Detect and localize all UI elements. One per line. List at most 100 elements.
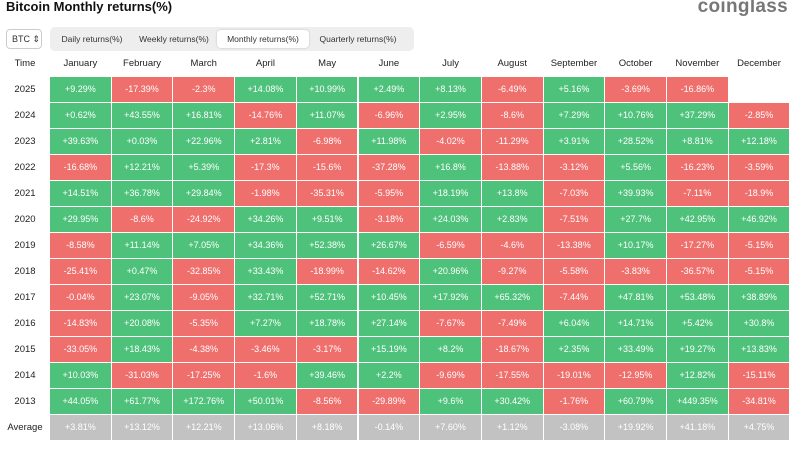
return-cell: +16.81% bbox=[173, 103, 235, 128]
return-cell: +14.51% bbox=[50, 181, 111, 206]
return-cell: -31.03% bbox=[111, 363, 173, 388]
return-cell: +24.03% bbox=[420, 207, 481, 232]
return-cell: +18.78% bbox=[296, 311, 358, 336]
return-cell: -12.95% bbox=[605, 363, 666, 388]
return-cell: +12.82% bbox=[667, 363, 728, 388]
return-cell: -16.23% bbox=[667, 155, 728, 180]
return-cell: +10.76% bbox=[605, 103, 666, 128]
return-cell: -4.02% bbox=[420, 129, 481, 154]
column-header: March bbox=[190, 58, 217, 69]
return-cell: -24.92% bbox=[173, 207, 235, 232]
return-cell: -0.14% bbox=[358, 415, 420, 440]
return-cell: -7.11% bbox=[667, 181, 728, 206]
return-cell: +12.21% bbox=[111, 155, 173, 180]
return-cell: +8.13% bbox=[420, 77, 481, 102]
return-cell: -35.31% bbox=[296, 181, 358, 206]
return-cell: -5.58% bbox=[543, 259, 605, 284]
return-cell: -14.76% bbox=[235, 103, 296, 128]
return-cell: +41.18% bbox=[667, 415, 728, 440]
return-cell: -33.05% bbox=[50, 337, 111, 362]
column-header: January bbox=[63, 58, 98, 69]
return-cell: +28.52% bbox=[605, 129, 666, 154]
asset-select[interactable]: BTC ⇕ bbox=[6, 29, 42, 49]
return-cell: +9.29% bbox=[50, 77, 111, 102]
return-cell: -1.76% bbox=[543, 389, 605, 414]
return-cell: +7.05% bbox=[173, 233, 235, 258]
return-cell: -29.89% bbox=[358, 389, 420, 414]
tab-bar: Daily returns(%) Weekly returns(%) Monthly… bbox=[50, 27, 414, 51]
column-header: Time bbox=[14, 58, 36, 69]
return-cell: +30.42% bbox=[481, 389, 543, 414]
return-cell: +47.81% bbox=[605, 285, 666, 310]
return-cell: +8.2% bbox=[420, 337, 481, 362]
return-cell: +39.93% bbox=[605, 181, 666, 206]
row-label: 2013 bbox=[14, 396, 36, 407]
return-cell: +449.35% bbox=[667, 389, 728, 414]
return-cell: +39.63% bbox=[50, 129, 111, 154]
return-cell: -17.39% bbox=[111, 77, 173, 102]
return-cell: +30.8% bbox=[728, 311, 790, 336]
row-label: 2019 bbox=[14, 240, 36, 251]
return-cell: +11.07% bbox=[296, 103, 358, 128]
column-header: December bbox=[737, 58, 781, 69]
return-cell: -5.95% bbox=[358, 181, 420, 206]
return-cell: -2.3% bbox=[173, 77, 235, 102]
return-cell: -7.67% bbox=[420, 311, 481, 336]
asset-label: BTC bbox=[12, 34, 30, 44]
return-cell: +27.7% bbox=[605, 207, 666, 232]
return-cell: +2.95% bbox=[420, 103, 481, 128]
return-cell: -4.38% bbox=[173, 337, 235, 362]
row-label: 2014 bbox=[14, 370, 36, 381]
return-cell: -8.56% bbox=[296, 389, 358, 414]
return-cell: -37.28% bbox=[358, 155, 420, 180]
tab[interactable]: Weekly returns(%) bbox=[139, 34, 209, 44]
return-cell: -6.98% bbox=[296, 129, 358, 154]
return-cell: -15.11% bbox=[728, 363, 790, 388]
return-cell: +12.18% bbox=[728, 129, 790, 154]
return-cell: +29.84% bbox=[173, 181, 235, 206]
return-cell: +61.77% bbox=[111, 389, 173, 414]
column-header: June bbox=[378, 58, 400, 69]
tab[interactable]: Daily returns(%) bbox=[61, 34, 123, 44]
row-label: 2023 bbox=[14, 136, 36, 147]
row-label: 2022 bbox=[14, 162, 36, 173]
return-cell: +2.35% bbox=[543, 337, 605, 362]
tab[interactable]: Monthly returns(%) bbox=[217, 30, 309, 48]
return-cell: +13.06% bbox=[235, 415, 296, 440]
row-label: 2024 bbox=[14, 110, 36, 121]
tab[interactable]: Quarterly returns(%) bbox=[319, 34, 397, 44]
return-cell: +19.27% bbox=[667, 337, 728, 362]
return-cell: -15.6% bbox=[296, 155, 358, 180]
return-cell: -3.17% bbox=[296, 337, 358, 362]
return-cell: +50.01% bbox=[235, 389, 296, 414]
column-header: November bbox=[675, 58, 720, 69]
return-cell: +3.81% bbox=[50, 415, 111, 440]
return-cell: +5.16% bbox=[543, 77, 605, 102]
return-cell: +5.56% bbox=[605, 155, 666, 180]
return-cell: +1.12% bbox=[481, 415, 543, 440]
return-cell: -8.58% bbox=[50, 233, 111, 258]
return-cell: +60.79% bbox=[605, 389, 666, 414]
return-cell: -3.12% bbox=[543, 155, 605, 180]
return-cell: +38.89% bbox=[728, 285, 790, 310]
return-cell: -8.6% bbox=[481, 103, 543, 128]
return-cell: +42.95% bbox=[667, 207, 728, 232]
column-header: February bbox=[123, 58, 162, 69]
return-cell: +17.92% bbox=[420, 285, 481, 310]
return-cell: -18.67% bbox=[481, 337, 543, 362]
return-cell: +7.29% bbox=[543, 103, 605, 128]
return-cell: +26.67% bbox=[358, 233, 420, 258]
return-cell: -17.55% bbox=[481, 363, 543, 388]
return-cell: +7.27% bbox=[235, 311, 296, 336]
row-label: 2020 bbox=[14, 214, 36, 225]
return-cell: +37.29% bbox=[667, 103, 728, 128]
return-cell: +46.92% bbox=[728, 207, 790, 232]
return-cell: -13.88% bbox=[481, 155, 543, 180]
return-cell: -34.81% bbox=[728, 389, 790, 414]
return-cell: +44.05% bbox=[50, 389, 111, 414]
return-cell: +2.2% bbox=[358, 363, 420, 388]
return-cell: +10.17% bbox=[605, 233, 666, 258]
return-cell: +0.62% bbox=[50, 103, 111, 128]
return-cell: -6.59% bbox=[420, 233, 481, 258]
return-cell: +20.08% bbox=[111, 311, 173, 336]
